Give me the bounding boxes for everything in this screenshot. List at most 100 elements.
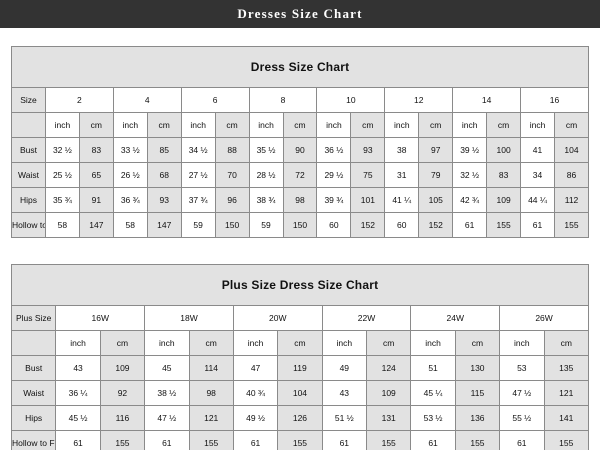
cell-standard-bust-12-inch: 38 [384,137,420,163]
table-row: Waist 25 ½ 65 26 ½ 68 27 ½ 70 28 ½ 72 29 ½ 75 31 79 3… [11,162,589,188]
table-gap-spacer [11,238,589,264]
standard-unit-cm-2: cm [78,112,114,138]
standard-chart-title-row: Dress Size Chart [11,46,589,88]
cell-plus-hips-22W-cm: 131 [365,405,412,431]
cell-plus-hips-24W-inch: 53 ½ [410,405,456,431]
plus-size-18W: 18W [144,305,234,331]
standard-unit-row: inch cm inch cm inch cm inch cm inch cm inch cm inch… [11,112,589,138]
cell-plus-hollow-to-floor-16W-inch: 61 [55,430,101,450]
cell-plus-hollow-to-floor-24W-cm: 155 [454,430,501,450]
plus-unit-cm-18W: cm [188,330,234,356]
standard-unit-inch-8: inch [248,112,284,138]
plus-unit-row-blank [10,330,57,356]
standard-size-10: 10 [316,87,386,113]
cell-standard-hips-10-cm: 101 [350,187,386,213]
cell-standard-hollow-to-floor-16-inch: 61 [520,212,555,238]
plus-unit-inch-20W: inch [232,330,279,356]
cell-plus-bust-22W-inch: 49 [321,355,368,381]
cell-standard-hollow-to-floor-14-cm: 155 [486,212,522,238]
cell-plus-hollow-to-floor-18W-cm: 155 [188,430,234,450]
cell-plus-bust-18W-cm: 114 [188,355,234,381]
cell-plus-bust-22W-cm: 124 [365,355,412,381]
plus-row-label-hips: Hips [10,405,57,431]
cell-standard-bust-12-cm: 97 [418,137,454,163]
cell-standard-waist-10-inch: 29 ½ [316,162,352,188]
cell-standard-hips-8-inch: 38 ¾ [248,187,284,213]
cell-plus-bust-20W-cm: 119 [277,355,323,381]
cell-plus-hollow-to-floor-16W-cm: 155 [99,430,146,450]
cell-standard-hips-2-inch: 35 ¾ [44,187,80,213]
cell-standard-hips-16-cm: 112 [554,187,589,213]
cell-plus-bust-26W-inch: 53 [499,355,545,381]
standard-unit-cm-8: cm [282,112,318,138]
cell-standard-waist-2-cm: 65 [78,162,114,188]
cell-plus-bust-18W-inch: 45 [144,355,190,381]
plus-unit-cm-16W: cm [99,330,146,356]
standard-chart-title: Dress Size Chart [11,46,589,88]
standard-unit-inch-14: inch [452,112,488,138]
cell-standard-bust-2-cm: 83 [78,137,114,163]
cell-standard-bust-2-inch: 32 ½ [44,137,80,163]
cell-standard-bust-4-cm: 85 [146,137,182,163]
standard-size-8: 8 [248,87,318,113]
cell-plus-bust-16W-inch: 43 [55,355,101,381]
cell-plus-waist-16W-cm: 92 [99,380,146,406]
standard-size-2: 2 [44,87,114,113]
cell-standard-hollow-to-floor-12-inch: 60 [384,212,420,238]
cell-plus-waist-20W-cm: 104 [277,380,323,406]
cell-standard-bust-16-cm: 104 [554,137,589,163]
cell-plus-hollow-to-floor-26W-inch: 61 [499,430,545,450]
cell-standard-hips-6-cm: 96 [214,187,250,213]
cell-plus-hollow-to-floor-24W-inch: 61 [410,430,456,450]
cell-plus-hips-24W-cm: 136 [454,405,501,431]
plus-size-24W: 24W [410,305,501,331]
cell-plus-hips-26W-inch: 55 ½ [499,405,545,431]
standard-unit-inch-16: inch [520,112,555,138]
cell-standard-hips-2-cm: 91 [78,187,114,213]
cell-standard-hollow-to-floor-2-inch: 58 [44,212,80,238]
cell-plus-waist-16W-inch: 36 ¼ [55,380,101,406]
cell-standard-bust-4-inch: 33 ½ [112,137,148,163]
standard-unit-cm-4: cm [146,112,182,138]
standard-unit-cm-16: cm [554,112,589,138]
cell-standard-hollow-to-floor-10-cm: 152 [350,212,386,238]
cell-plus-waist-18W-inch: 38 ½ [144,380,190,406]
cell-standard-bust-6-cm: 88 [214,137,250,163]
cell-standard-hips-16-inch: 44 ¼ [520,187,555,213]
standard-size-6: 6 [180,87,250,113]
cell-plus-hips-20W-cm: 126 [277,405,323,431]
cell-standard-bust-8-cm: 90 [282,137,318,163]
cell-standard-hollow-to-floor-8-cm: 150 [282,212,318,238]
cell-standard-hips-14-cm: 109 [486,187,522,213]
cell-plus-hollow-to-floor-22W-cm: 155 [365,430,412,450]
plus-size-16W: 16W [55,305,146,331]
cell-standard-waist-12-inch: 31 [384,162,420,188]
cell-standard-hips-4-inch: 36 ¾ [112,187,148,213]
cell-standard-hollow-to-floor-2-cm: 147 [78,212,114,238]
plus-row-label-bust: Bust [10,355,57,381]
cell-standard-waist-16-cm: 86 [554,162,589,188]
plus-chart-title-row: Plus Size Dress Size Chart [11,264,589,306]
plus-size-table-body: Plus Size Dress Size Chart Plus Size 16W 1… [10,264,589,450]
cell-standard-hollow-to-floor-8-inch: 59 [248,212,284,238]
standard-unit-row-blank [11,112,46,138]
plus-size-22W: 22W [321,305,412,331]
table-row: Waist 36 ¼ 92 38 ½ 98 40 ¾ 104 43 109 45 ¼ 115 47 ½… [10,380,589,406]
cell-plus-bust-16W-cm: 109 [99,355,146,381]
plus-unit-inch-18W: inch [144,330,190,356]
plus-unit-inch-24W: inch [410,330,456,356]
standard-unit-inch-6: inch [180,112,216,138]
cell-standard-waist-6-cm: 70 [214,162,250,188]
standard-size-16: 16 [520,87,589,113]
cell-standard-waist-8-inch: 28 ½ [248,162,284,188]
cell-standard-bust-14-inch: 39 ½ [452,137,488,163]
table-row: Bust 43 109 45 114 47 119 49 124 51 130 53 135 [10,355,589,381]
cell-standard-bust-14-cm: 100 [486,137,522,163]
plus-unit-cm-20W: cm [277,330,323,356]
cell-plus-waist-22W-cm: 109 [365,380,412,406]
cell-plus-waist-26W-inch: 47 ½ [499,380,545,406]
standard-unit-inch-12: inch [384,112,420,138]
cell-standard-waist-14-inch: 32 ½ [452,162,488,188]
cell-plus-hips-26W-cm: 141 [543,405,589,431]
